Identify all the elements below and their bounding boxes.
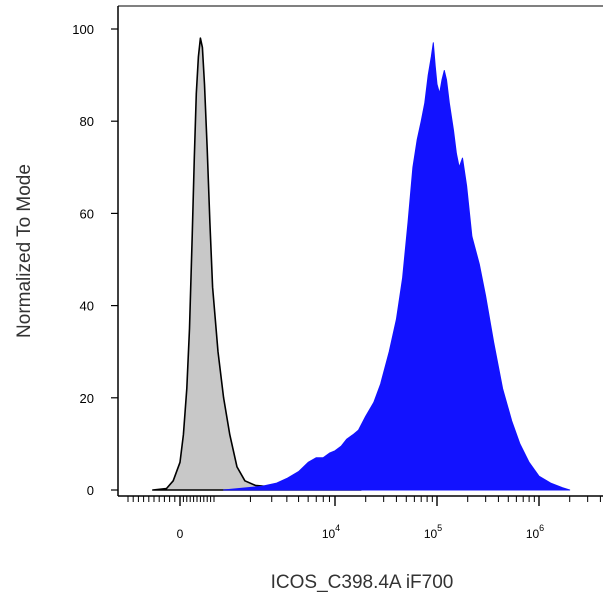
x-axis-title: ICOS_C398.4A iF700 <box>271 572 454 593</box>
y-tick-label-5: 100 <box>72 22 94 37</box>
x-tick-label-0: 0 <box>177 527 184 541</box>
x-tick-label-1: 104 <box>322 523 340 541</box>
y-tick-label-2: 40 <box>80 299 94 314</box>
series-2-area <box>223 42 571 491</box>
y-axis-title: Normalized To Mode <box>14 164 35 338</box>
y-tick-label-0: 0 <box>87 483 94 498</box>
plot-layer <box>152 37 571 491</box>
x-tick-label-3: 106 <box>526 523 544 541</box>
y-tick-label-1: 20 <box>80 391 94 406</box>
y-tick-label-4: 80 <box>80 114 94 129</box>
y-tick-label-3: 60 <box>80 206 94 221</box>
ticks-layer: 0 20 40 60 80 100 0 104 105 106 <box>72 22 601 541</box>
series-1-area <box>152 37 362 491</box>
x-tick-label-2: 105 <box>424 523 442 541</box>
axes-layer <box>117 5 603 497</box>
